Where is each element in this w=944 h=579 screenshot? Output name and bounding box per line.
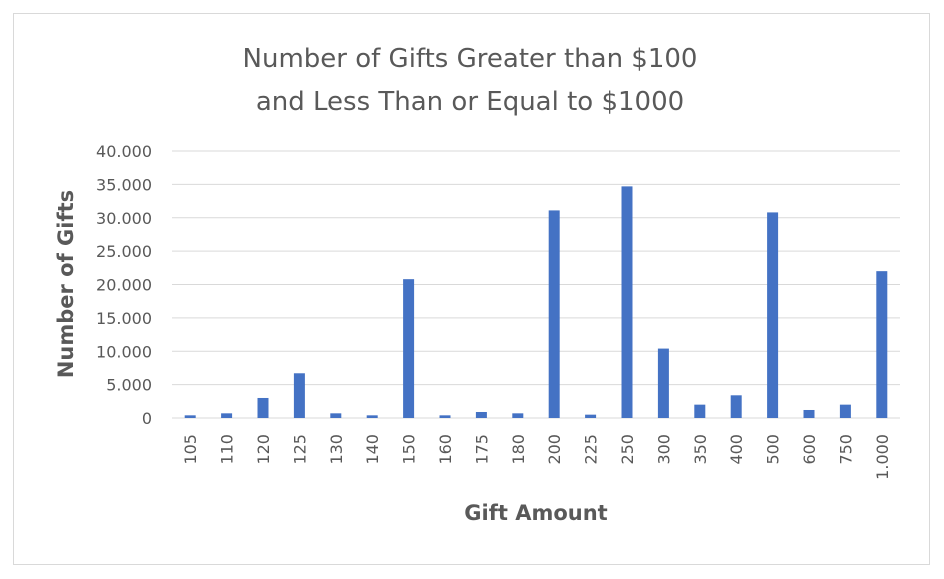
x-tick-label: 225 — [582, 434, 601, 465]
y-tick-label: 0 — [142, 409, 152, 428]
bar-250 — [621, 186, 633, 418]
x-tick-label: 120 — [254, 434, 273, 465]
y-axis-title: Number of Gifts — [54, 190, 78, 378]
y-tick-label: 25.000 — [96, 242, 152, 261]
x-tick-label: 160 — [436, 434, 455, 465]
x-tick-label: 110 — [218, 434, 237, 465]
bar-200 — [548, 210, 560, 418]
bar-500 — [767, 212, 779, 418]
bar-140 — [366, 415, 378, 418]
gridlines — [172, 150, 900, 419]
bar-1.000 — [876, 271, 888, 418]
x-tick-label: 105 — [181, 434, 200, 465]
bar-400 — [730, 395, 742, 418]
bar-350 — [694, 404, 706, 418]
bar-130 — [330, 413, 342, 418]
chart-title-line-1: Number of Gifts Greater than $100 — [243, 44, 698, 74]
x-tick-label: 125 — [290, 434, 309, 465]
x-tick-label: 200 — [545, 434, 564, 465]
x-tick-label: 140 — [363, 434, 382, 465]
bar-150 — [403, 279, 415, 418]
x-axis-title: Gift Amount — [464, 501, 607, 525]
y-tick-label: 20.000 — [96, 276, 152, 295]
y-tick-label: 5.000 — [106, 376, 152, 395]
y-axis-ticks: 0 5.000 10.000 15.000 20.000 25.000 30.000 35.0… — [96, 142, 152, 428]
x-tick-label: 1.000 — [873, 434, 892, 480]
bar-160 — [439, 415, 451, 418]
y-tick-label: 35.000 — [96, 175, 152, 194]
bar-120 — [257, 397, 269, 418]
bar-180 — [512, 413, 524, 418]
x-axis-ticks: 105 110 120 125 130 140 150 160 175 180 200 225 250 3… — [181, 434, 892, 480]
x-tick-label: 175 — [472, 434, 491, 465]
bar-225 — [585, 414, 597, 418]
x-tick-label: 150 — [400, 434, 419, 465]
chart-title-line-2: and Less Than or Equal to $1000 — [256, 87, 684, 117]
x-tick-label: 250 — [618, 434, 637, 465]
x-tick-label: 300 — [654, 434, 673, 465]
x-tick-label: 500 — [764, 434, 783, 465]
bar-125 — [293, 373, 305, 418]
bar-105 — [184, 415, 196, 418]
bar-600 — [803, 409, 815, 418]
y-tick-label: 30.000 — [96, 209, 152, 228]
x-tick-label: 750 — [836, 434, 855, 465]
x-tick-label: 350 — [691, 434, 710, 465]
y-tick-label: 40.000 — [96, 142, 152, 161]
x-tick-label: 600 — [800, 434, 819, 465]
bars — [184, 186, 888, 418]
x-tick-label: 400 — [727, 434, 746, 465]
x-tick-label: 180 — [509, 434, 528, 465]
y-tick-label: 15.000 — [96, 309, 152, 328]
bar-110 — [221, 413, 233, 418]
bar-175 — [475, 411, 487, 418]
x-tick-label: 130 — [327, 434, 346, 465]
y-tick-label: 10.000 — [96, 342, 152, 361]
bar-300 — [657, 348, 669, 418]
bar-750 — [839, 404, 851, 418]
